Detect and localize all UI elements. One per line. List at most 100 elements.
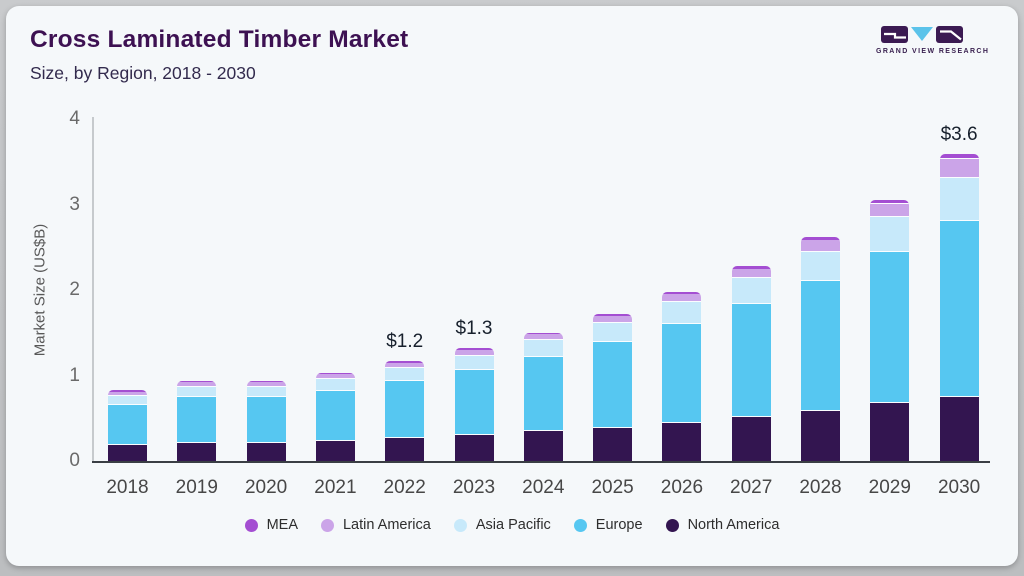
bar-2022[interactable]: [385, 360, 425, 461]
bar-segment-latin-america[interactable]: [593, 316, 633, 324]
legend-item-europe[interactable]: Europe: [573, 517, 643, 533]
bar-segment-europe[interactable]: [801, 280, 840, 412]
bar-segment-north-america[interactable]: [315, 441, 355, 461]
logo-r-glyph-icon: [940, 30, 962, 41]
bar-segment-europe[interactable]: [454, 370, 494, 436]
legend-item-asia-pacific[interactable]: Asia Pacific: [453, 517, 551, 533]
legend-dot-icon: [665, 518, 679, 532]
bar-segment-latin-america[interactable]: [662, 294, 702, 302]
bar-segment-latin-america[interactable]: [454, 349, 494, 356]
bar-segment-north-america[interactable]: [108, 444, 147, 461]
bar-2028[interactable]: [801, 236, 840, 461]
bar-2024[interactable]: [523, 332, 563, 461]
legend-dot-icon: [453, 518, 467, 532]
bar-segment-north-america[interactable]: [454, 435, 494, 461]
bar-2027[interactable]: [731, 266, 771, 461]
bar-segment-asia-pacific[interactable]: [731, 278, 771, 304]
bar-segment-mea[interactable]: [177, 381, 217, 383]
x-tick-label: 2022: [383, 477, 426, 498]
bar-segment-latin-america[interactable]: [939, 159, 979, 178]
bar-segment-asia-pacific[interactable]: [870, 217, 910, 253]
bar-segment-mea[interactable]: [454, 348, 494, 350]
bar-segment-europe[interactable]: [870, 252, 910, 403]
data-label-2023: $1.3: [455, 318, 493, 340]
bar-2019[interactable]: [177, 381, 217, 461]
bar-2018[interactable]: [108, 390, 147, 461]
bar-segment-europe[interactable]: [662, 324, 702, 424]
bar-2026[interactable]: [662, 291, 702, 461]
bar-segment-latin-america[interactable]: [523, 334, 563, 341]
bar-segment-mea[interactable]: [315, 372, 355, 374]
y-tick-label: 3: [69, 193, 80, 215]
bar-2021[interactable]: [315, 372, 355, 461]
bar-segment-north-america[interactable]: [662, 423, 702, 461]
bar-segment-latin-america[interactable]: [870, 204, 910, 218]
bar-segment-mea[interactable]: [593, 314, 633, 317]
bar-segment-north-america[interactable]: [870, 402, 910, 461]
bar-segment-europe[interactable]: [593, 342, 633, 428]
bar-segment-europe[interactable]: [939, 220, 979, 397]
x-tick-label: 2030: [937, 477, 981, 498]
bar-segment-europe[interactable]: [523, 356, 563, 432]
bar-segment-asia-pacific[interactable]: [177, 386, 217, 397]
bar-segment-latin-america[interactable]: [315, 373, 355, 379]
bar-segment-asia-pacific[interactable]: [385, 367, 425, 381]
bar-segment-latin-america[interactable]: [801, 240, 840, 252]
bar-segment-mea[interactable]: [662, 291, 702, 295]
bar-segment-europe[interactable]: [246, 396, 286, 443]
bar-segment-latin-america[interactable]: [246, 382, 286, 387]
bar-segment-asia-pacific[interactable]: [454, 355, 494, 371]
bar-2029[interactable]: [870, 200, 910, 461]
bar-segment-north-america[interactable]: [523, 431, 563, 461]
bar-segment-mea[interactable]: [939, 154, 979, 160]
bar-segment-mea[interactable]: [385, 360, 425, 363]
legend-label: Latin America: [342, 517, 431, 533]
legend-item-north-america[interactable]: North America: [665, 517, 779, 533]
bar-segment-europe[interactable]: [177, 396, 217, 443]
bar-segment-north-america[interactable]: [385, 437, 425, 461]
bar-segment-europe[interactable]: [731, 303, 771, 418]
x-tick-label: 2023: [452, 477, 496, 498]
bar-2030[interactable]: [939, 154, 979, 461]
bar-segment-asia-pacific[interactable]: [939, 177, 979, 221]
x-axis-line: [92, 461, 990, 463]
bar-segment-latin-america[interactable]: [108, 391, 147, 396]
bar-segment-mea[interactable]: [870, 200, 910, 205]
bar-segment-north-america[interactable]: [731, 417, 771, 461]
bar-segment-north-america[interactable]: [593, 427, 633, 461]
bar-segment-north-america[interactable]: [177, 443, 217, 461]
bar-segment-latin-america[interactable]: [731, 269, 771, 278]
bar-segment-europe[interactable]: [385, 380, 425, 438]
bar-segment-latin-america[interactable]: [385, 362, 425, 368]
bar-segment-north-america[interactable]: [939, 396, 979, 461]
bar-2025[interactable]: [593, 314, 633, 461]
x-tick-label: 2025: [591, 477, 634, 498]
logo-r-block-icon: [936, 26, 963, 43]
bar-segment-north-america[interactable]: [801, 411, 840, 461]
bar-segment-mea[interactable]: [731, 266, 771, 270]
bar-segment-europe[interactable]: [315, 390, 355, 442]
bar-segment-asia-pacific[interactable]: [801, 251, 840, 281]
legend-item-mea[interactable]: MEA: [244, 517, 298, 533]
bar-segment-mea[interactable]: [108, 390, 147, 392]
bar-segment-mea[interactable]: [523, 332, 563, 335]
chart-card: Cross Laminated Timber Market Size, by R…: [6, 6, 1018, 566]
page-subtitle: Size, by Region, 2018 - 2030: [30, 63, 256, 83]
bar-segment-mea[interactable]: [801, 236, 840, 241]
bar-segment-asia-pacific[interactable]: [246, 386, 286, 397]
bar-segment-mea[interactable]: [246, 381, 286, 383]
bar-segment-asia-pacific[interactable]: [315, 378, 355, 391]
bar-segment-asia-pacific[interactable]: [108, 396, 147, 405]
bar-2023[interactable]: [454, 348, 494, 461]
legend-label: MEA: [266, 517, 298, 533]
bar-segment-asia-pacific[interactable]: [523, 340, 563, 357]
bar-segment-asia-pacific[interactable]: [593, 323, 633, 343]
bar-segment-europe[interactable]: [108, 404, 147, 445]
data-label-2030: $3.6: [940, 124, 978, 146]
bar-2020[interactable]: [246, 381, 286, 461]
bar-segment-latin-america[interactable]: [177, 382, 217, 387]
bar-segment-asia-pacific[interactable]: [662, 301, 702, 325]
bar-segment-north-america[interactable]: [246, 443, 286, 461]
legend-item-latin-america[interactable]: Latin America: [320, 517, 431, 533]
